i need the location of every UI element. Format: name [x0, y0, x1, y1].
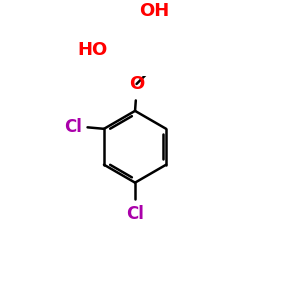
Text: O: O — [129, 75, 144, 93]
Text: OH: OH — [140, 2, 169, 20]
Text: HO: HO — [77, 40, 107, 58]
Text: Cl: Cl — [126, 205, 144, 223]
Text: Cl: Cl — [64, 118, 82, 136]
